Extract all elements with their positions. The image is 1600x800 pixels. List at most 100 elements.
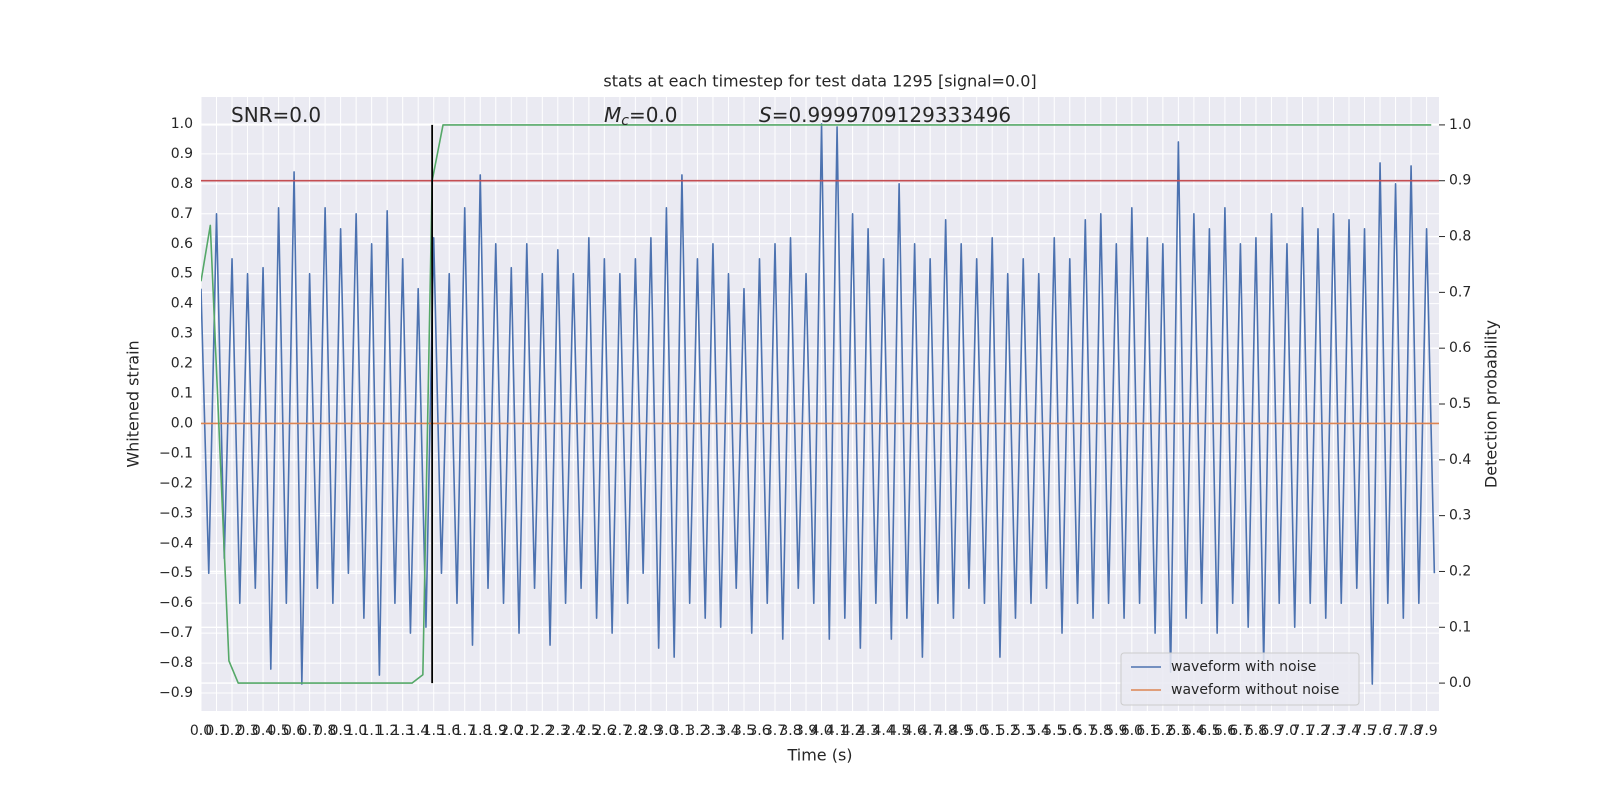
- x-tick-label: 3.7: [764, 723, 786, 739]
- y2-tick-label: 0.2: [1449, 563, 1471, 579]
- x-tick-label: 6.2: [1152, 723, 1174, 739]
- annotation-text: =0.0: [629, 103, 678, 127]
- x-tick-label: 2.1: [516, 723, 538, 739]
- x-tick-label: 3.9: [795, 723, 817, 739]
- x-tick-label: 5.4: [1028, 723, 1050, 739]
- legend-box: [1120, 652, 1360, 706]
- y-tick-label: −0.6: [159, 595, 193, 611]
- x-tick-label: 0.9: [329, 723, 351, 739]
- y2-tick-label: 0.4: [1449, 452, 1471, 468]
- x-tick-label: 4.3: [857, 723, 879, 739]
- x-tick-label: 5.0: [966, 723, 988, 739]
- x-tick-label: 2.3: [547, 723, 569, 739]
- x-tick-label: 7.6: [1369, 723, 1391, 739]
- x-tick-label: 5.2: [997, 723, 1019, 739]
- y-tick-label: −0.9: [159, 685, 193, 701]
- x-tick-label: 4.9: [950, 723, 972, 739]
- x-tick-label: 3.1: [671, 723, 693, 739]
- y-axis-label: Whitened strain: [124, 340, 143, 467]
- x-tick-label: 4.1: [826, 723, 848, 739]
- x-tick-label: 4.8: [935, 723, 957, 739]
- x-tick-label: 7.0: [1276, 723, 1298, 739]
- x-tick-label: 7.9: [1415, 723, 1437, 739]
- x-tick-label: 6.4: [1183, 723, 1205, 739]
- x-tick-label: 1.9: [485, 723, 507, 739]
- y2-tick-label: 0.0: [1449, 675, 1471, 691]
- x-tick-label: 1.0: [345, 723, 367, 739]
- x-tick-label: 6.0: [1121, 723, 1143, 739]
- x-tick-label: 4.7: [919, 723, 941, 739]
- x-tick-label: 2.6: [593, 723, 615, 739]
- y-tick-label: 0.3: [171, 326, 193, 342]
- annotation: SNR=0.0: [231, 103, 321, 127]
- y-tick-label: 0.0: [171, 415, 193, 431]
- x-tick-label: 0.1: [205, 723, 227, 739]
- x-tick-label: 7.1: [1291, 723, 1313, 739]
- annotation-symbol: M: [604, 103, 621, 127]
- x-tick-label: 4.6: [904, 723, 926, 739]
- x-tick-label: 0.6: [283, 723, 305, 739]
- x-tick-label: 0.8: [314, 723, 336, 739]
- x-tick-label: 1.2: [376, 723, 398, 739]
- x-tick-label: 1.7: [454, 723, 476, 739]
- series-line: [201, 123, 1436, 685]
- x-tick-label: 0.0: [190, 723, 212, 739]
- x-tick-label: 1.1: [361, 723, 383, 739]
- x-tick-label: 5.5: [1043, 723, 1065, 739]
- x-tick-label: 3.3: [702, 723, 724, 739]
- x-tick-label: 1.5: [423, 723, 445, 739]
- legend: waveform with noise waveform without nois…: [1120, 652, 1360, 706]
- x-tick-label: 4.5: [888, 723, 910, 739]
- annotation-text: =0.9999709129333496: [772, 103, 1011, 127]
- x-tick-label: 2.9: [640, 723, 662, 739]
- y-tick-label: −0.8: [159, 655, 193, 671]
- x-tick-label: 3.4: [717, 723, 739, 739]
- x-tick-label: 1.3: [392, 723, 414, 739]
- x-tick-label: 3.0: [655, 723, 677, 739]
- y2-tick-label: 0.8: [1449, 229, 1471, 245]
- x-tick-label: 4.2: [841, 723, 863, 739]
- x-tick-label: 0.5: [267, 723, 289, 739]
- y-tick-label: −0.5: [159, 565, 193, 581]
- y2-tick-label: 0.6: [1449, 340, 1471, 356]
- x-tick-label: 6.7: [1229, 723, 1251, 739]
- x-tick-label: 6.6: [1214, 723, 1236, 739]
- x-axis-label: Time (s): [786, 746, 852, 765]
- x-tick-label: 7.8: [1400, 723, 1422, 739]
- legend-label: waveform with noise: [1171, 659, 1316, 675]
- x-tick-label: 6.9: [1260, 723, 1282, 739]
- x-tick-label: 4.4: [872, 723, 894, 739]
- x-tick-label: 5.3: [1012, 723, 1034, 739]
- x-tick-label: 3.8: [779, 723, 801, 739]
- x-tick-label: 5.7: [1074, 723, 1096, 739]
- x-tick-label: 3.6: [748, 723, 770, 739]
- x-tick-label: 1.6: [438, 723, 460, 739]
- y-tick-label: −0.4: [159, 535, 193, 551]
- x-tick-label: 2.4: [562, 723, 584, 739]
- y-tick-label: 0.6: [171, 236, 193, 252]
- x-tick-label: 5.9: [1105, 723, 1127, 739]
- y-tick-label: 0.4: [171, 296, 193, 312]
- x-tick-label: 4.0: [810, 723, 832, 739]
- y-tick-label: −0.2: [159, 475, 193, 491]
- y-tick-label: 1.0: [171, 116, 193, 132]
- x-tick-label: 7.5: [1353, 723, 1375, 739]
- axes: 0.00.10.20.30.40.50.60.70.80.91.01.11.21…: [159, 116, 1471, 739]
- x-tick-label: 2.8: [624, 723, 646, 739]
- series-line: [201, 124, 1432, 684]
- y-tick-label: −0.1: [159, 445, 193, 461]
- x-tick-label: 2.5: [578, 723, 600, 739]
- y-tick-label: 0.5: [171, 266, 193, 282]
- y-tick-label: 0.8: [171, 176, 193, 192]
- x-tick-label: 7.3: [1322, 723, 1344, 739]
- x-tick-label: 0.3: [236, 723, 258, 739]
- x-tick-label: 6.1: [1136, 723, 1158, 739]
- x-tick-label: 7.4: [1338, 723, 1360, 739]
- annotation-subscript: c: [621, 113, 629, 129]
- x-tick-label: 6.8: [1245, 723, 1267, 739]
- y2-tick-label: 0.9: [1449, 173, 1471, 189]
- legend-label: waveform without noise: [1171, 682, 1339, 698]
- x-tick-label: 5.1: [981, 723, 1003, 739]
- y2-tick-label: 1.0: [1449, 117, 1471, 133]
